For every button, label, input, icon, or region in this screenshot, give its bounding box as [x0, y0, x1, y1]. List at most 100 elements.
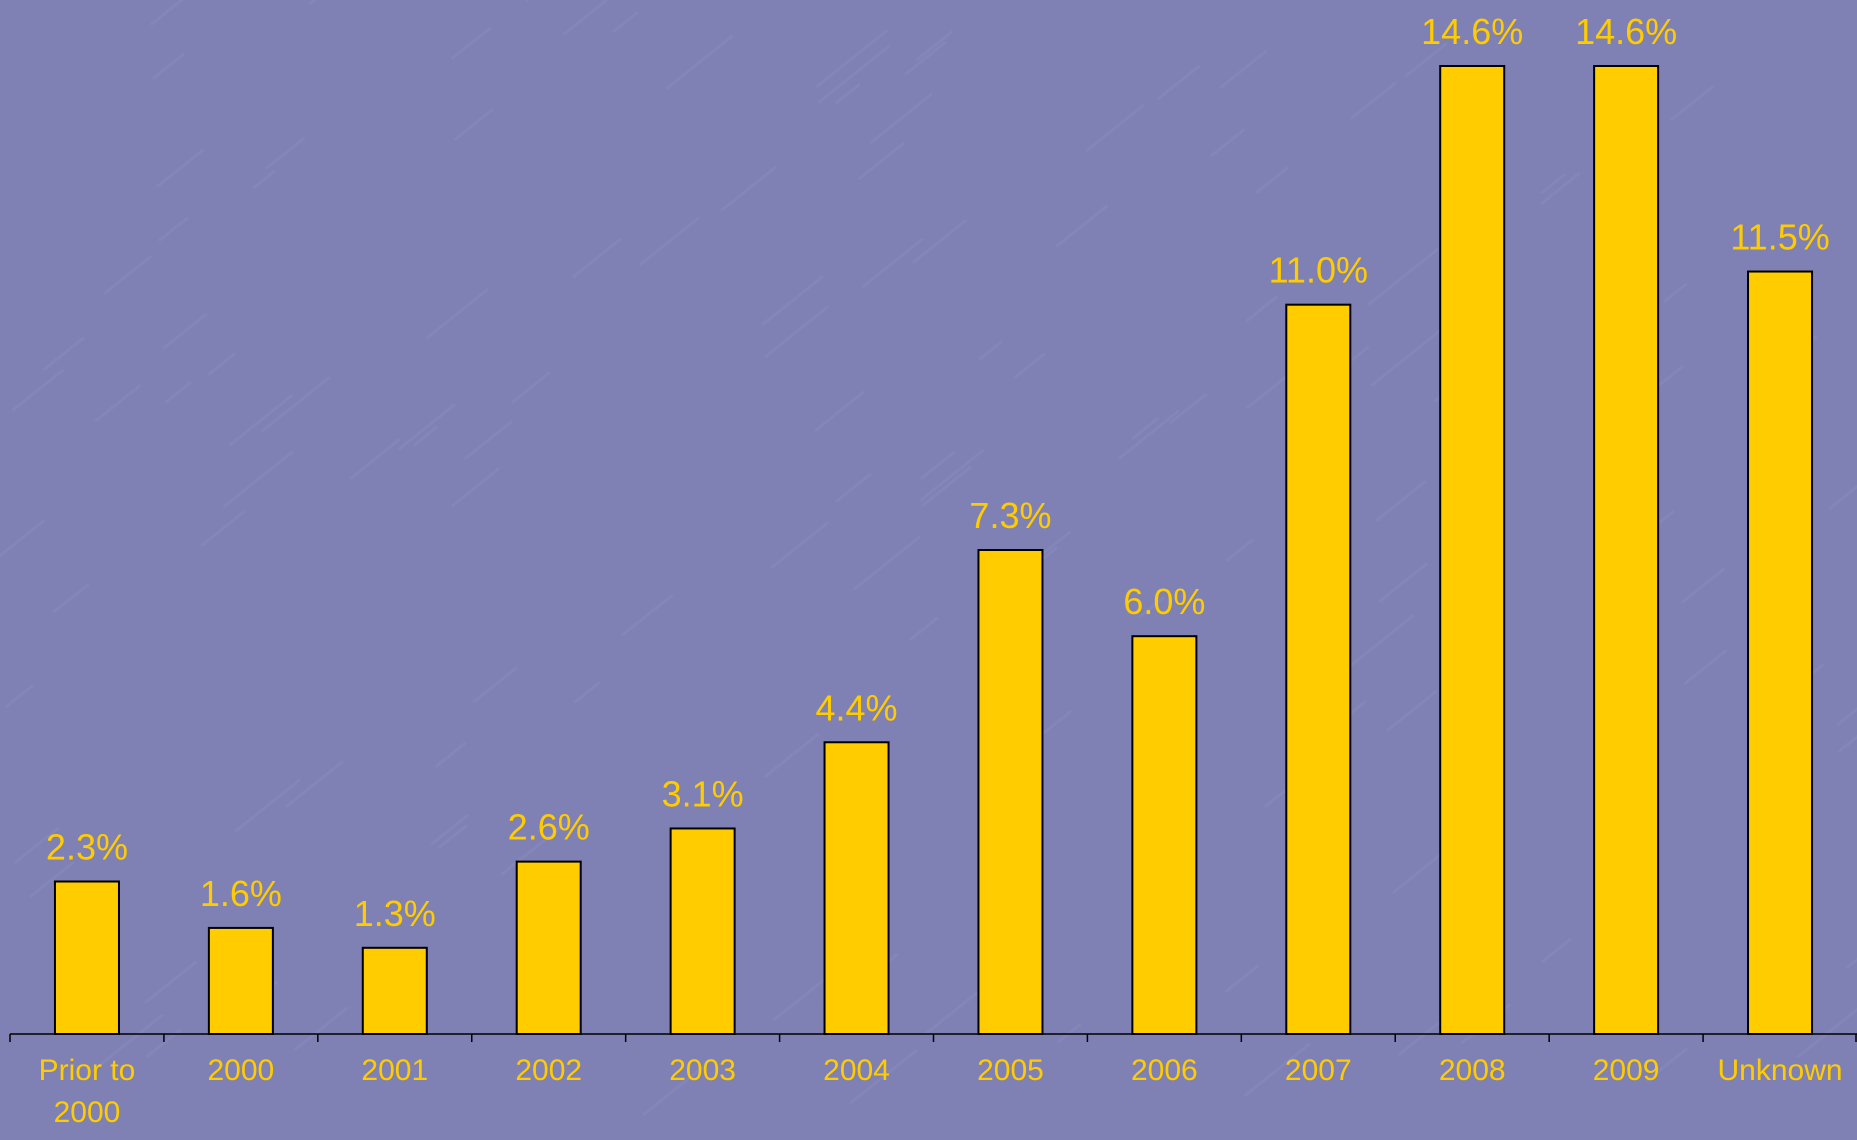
bar-2008 [1439, 65, 1506, 1035]
texture-streak [1255, 166, 1289, 194]
texture-streak [265, 137, 306, 170]
texture-streak [572, 238, 622, 279]
value-label: 14.6% [1575, 11, 1677, 52]
bar-2009 [1593, 65, 1660, 1035]
category-label: 2007 [1285, 1054, 1352, 1087]
category-label: 2008 [1439, 1054, 1506, 1087]
category-label: Prior to 2000 [39, 1054, 136, 1129]
bars-group [53, 65, 1814, 1036]
bar-2002 [515, 860, 582, 1036]
value-label: 7.3% [969, 495, 1051, 536]
bar-2003 [669, 827, 736, 1035]
texture-streak [905, 41, 947, 75]
texture-streak [435, 742, 466, 768]
texture-streak [1540, 172, 1581, 205]
texture-streak [1540, 173, 1566, 194]
texture-streak [849, 1049, 918, 1104]
texture-streak [426, 288, 489, 339]
texture-streak [94, 384, 141, 423]
texture-streak [1375, 480, 1427, 522]
texture-streak [869, 93, 933, 145]
value-labels-group: 2.3% 1.6% 1.3% 2.6% 3.1% 4.4% 7.3% 6.0% 11.0% 14.… [46, 11, 1830, 934]
texture-streak [720, 165, 777, 212]
category-label: Unknown [1718, 1054, 1843, 1087]
texture-streak [207, 352, 236, 376]
texture-streak [103, 255, 152, 295]
texture-streak [921, 465, 972, 507]
category-label: 2009 [1593, 1054, 1660, 1087]
texture-streak [912, 219, 967, 264]
texture-streak [14, 826, 60, 864]
texture-streak [1398, 1018, 1444, 1056]
texture-streak [1370, 330, 1441, 387]
category-labels-group: Prior to 2000 2000 2001 2002 2003 2004 2005 2006… [39, 1054, 1843, 1129]
texture-streak [285, 760, 344, 808]
texture-streak [234, 778, 301, 832]
value-label: 6.0% [1123, 581, 1205, 622]
texture-streak [463, 420, 513, 460]
texture-streak [430, 813, 470, 846]
texture-streak [665, 35, 733, 90]
texture-streak [909, 617, 938, 641]
value-label: 4.4% [816, 687, 898, 728]
category-label: 2000 [208, 1054, 275, 1087]
value-label: 2.6% [508, 807, 590, 848]
texture-streak [5, 684, 34, 708]
texture-streak [1836, 707, 1857, 726]
texture-streak [222, 450, 294, 508]
texture-streak [1837, 735, 1857, 753]
texture-streak [294, 1006, 349, 1051]
texture-streak [398, 403, 456, 451]
texture-streak [1378, 562, 1428, 603]
texture-streak [764, 732, 820, 778]
texture-streak [1157, 64, 1201, 100]
x-axis [9, 1033, 1857, 1042]
texture-streak [612, 11, 639, 33]
texture-streak [52, 583, 90, 614]
texture-streak [861, 237, 924, 289]
texture-streak [1541, 937, 1572, 963]
texture-streak [924, 988, 982, 1035]
value-label: 2.3% [46, 827, 128, 868]
texture-streak [156, 149, 204, 188]
value-label: 11.5% [1730, 217, 1829, 258]
texture-streak [1131, 417, 1159, 440]
texture-streak [621, 594, 674, 636]
value-label: 14.6% [1421, 11, 1523, 52]
texture-streak [915, 30, 953, 61]
category-label: 2002 [515, 1054, 582, 1087]
texture-streak [11, 369, 64, 412]
texture-streak [201, 510, 245, 547]
bar-2007 [1285, 303, 1352, 1035]
texture-streak [349, 438, 401, 480]
texture-streak [1246, 295, 1278, 322]
category-label: 2004 [823, 1054, 890, 1087]
texture-streak [1684, 649, 1727, 685]
texture-streak [764, 305, 829, 358]
texture-streak [451, 26, 492, 60]
texture-streak [1014, 352, 1046, 379]
category-label: 2001 [361, 1054, 428, 1087]
texture-streak [1264, 788, 1288, 808]
texture-streak [919, 449, 985, 502]
texture-streak [1342, 614, 1415, 673]
texture-streak [144, 960, 197, 1004]
texture-streak [834, 83, 861, 105]
texture-streak [1039, 530, 1071, 557]
texture-streak [835, 472, 872, 503]
texture-streak [454, 108, 494, 141]
texture-streak [158, 217, 189, 242]
texture-streak [472, 666, 518, 703]
value-label: 1.3% [354, 893, 436, 934]
texture-streak [1404, 42, 1448, 78]
bar-2005 [977, 549, 1044, 1035]
texture-streak [814, 390, 865, 432]
value-label: 1.6% [200, 873, 282, 914]
bar-2006 [1131, 635, 1198, 1035]
texture-streak [228, 394, 293, 447]
category-label: 2006 [1131, 1054, 1198, 1087]
texture-streak [857, 141, 905, 180]
texture-streak [43, 337, 85, 371]
texture-streak [1796, 1007, 1857, 1059]
